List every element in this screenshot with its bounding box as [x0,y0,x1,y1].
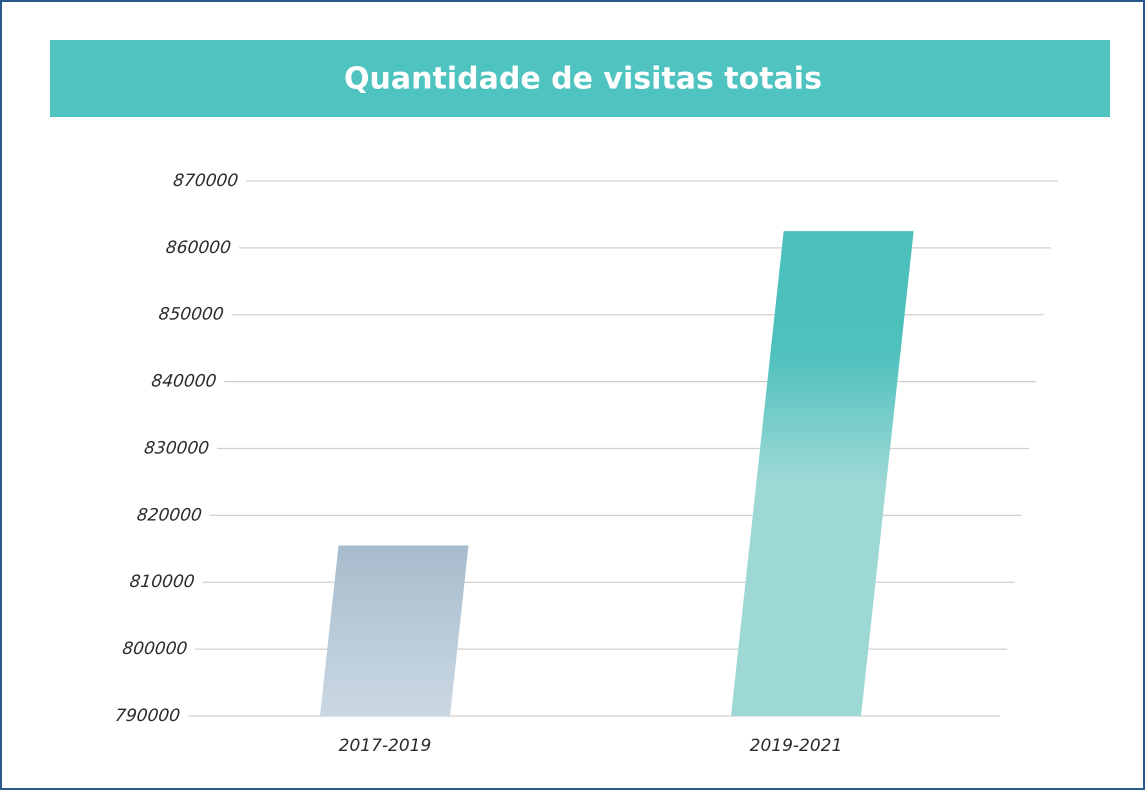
y-tick-label: 850000 [158,305,225,325]
chart-title: Quantidade de visitas totais [344,62,822,97]
y-tick-label: 840000 [150,372,217,392]
title-bar [50,40,1110,117]
y-tick-label: 870000 [172,171,239,191]
bar [731,231,914,716]
y-tick-label: 790000 [114,706,181,726]
plot: 790000 800000 810000 820000 830000 840000 8500… [114,171,1059,726]
bar [319,545,469,716]
x-tick-label: 2017-2019 [339,736,432,756]
x-tick-label: 2019-2021 [750,736,843,756]
y-tick-label: 820000 [136,505,203,525]
y-tick-label: 860000 [165,238,232,258]
y-tick-label: 800000 [121,639,188,659]
y-tick-label: 830000 [143,439,210,459]
y-tick-label: 810000 [129,572,196,592]
